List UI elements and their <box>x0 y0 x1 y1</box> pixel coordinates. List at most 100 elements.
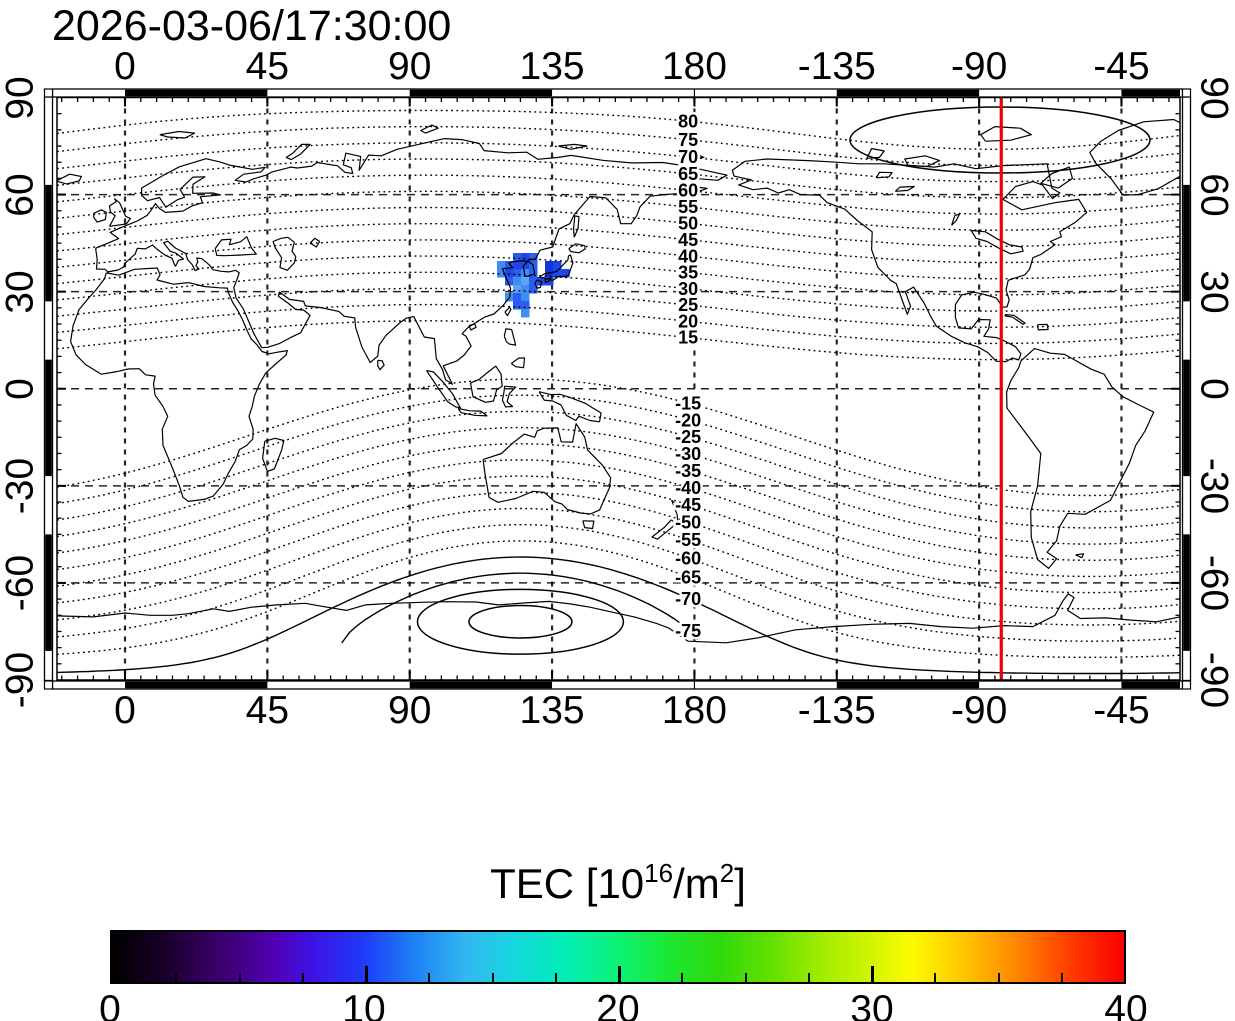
colorbar-title-mid: /m <box>673 860 720 907</box>
top-axis-label-45: 45 <box>245 45 290 88</box>
colorbar-minor-tick <box>681 973 684 982</box>
colorbar-label-0: 0 <box>99 988 121 1021</box>
right-axis-label--30: -30 <box>1192 457 1235 515</box>
inclination-contours <box>57 109 1180 675</box>
colorbar-minor-tick <box>744 973 747 982</box>
right-axis-label-30: 30 <box>1192 269 1235 314</box>
colorbar-minor-tick <box>175 973 178 982</box>
contour-label: 25 <box>678 295 698 315</box>
south-pole-ring-contour <box>416 588 625 655</box>
contour-label: -70 <box>675 589 701 609</box>
left-axis-label-30: 30 <box>0 269 42 314</box>
contour-label: -65 <box>675 568 701 588</box>
contour-label: 80 <box>678 111 698 131</box>
bottom-axis-label--135: -135 <box>797 689 876 732</box>
top-axis-label-90: 90 <box>388 45 432 88</box>
left-axis-label--60: -60 <box>0 554 42 612</box>
zebra-corner <box>1181 88 1192 98</box>
right-axis-label-90: 90 <box>1192 75 1235 120</box>
colorbar-label-30: 30 <box>850 988 894 1021</box>
bottom-axis-label--45: -45 <box>1093 689 1150 732</box>
colorbar-major-tick <box>871 966 874 982</box>
contour-label: -25 <box>675 427 701 447</box>
colorbar-minor-tick <box>934 973 937 982</box>
colorbar-minor-tick <box>554 973 557 982</box>
bottom-axis-label-135: 135 <box>519 689 585 732</box>
contour-label: -30 <box>675 444 701 464</box>
bottom-axis-label-45: 45 <box>245 689 290 732</box>
left-axis-label--90: -90 <box>0 651 42 709</box>
zebra-corner <box>43 680 54 690</box>
contour-label: -40 <box>675 478 701 498</box>
colorbar-title-text: TEC [10 <box>490 860 645 907</box>
contour-label: 15 <box>678 328 698 348</box>
right-axis-label-60: 60 <box>1192 172 1235 217</box>
contour-label: -20 <box>675 410 701 430</box>
right-axis-label--60: -60 <box>1192 554 1235 612</box>
top-axis-label-135: 135 <box>519 45 585 88</box>
zebra-corner <box>1181 680 1192 690</box>
contour-label: 50 <box>678 214 698 234</box>
bottom-axis-label--90: -90 <box>950 689 1008 732</box>
contour-label: -75 <box>675 621 701 641</box>
contour-label: 35 <box>678 263 698 283</box>
plot-title: 2026-03-06/17:30:00 <box>52 2 452 50</box>
world-coastlines <box>57 118 1180 644</box>
colorbar-label-40: 40 <box>1104 988 1148 1021</box>
colorbar-minor-tick <box>301 973 304 982</box>
contour-label: -45 <box>675 495 701 515</box>
plot-frame <box>56 96 1181 681</box>
colorbar-label-20: 20 <box>596 988 640 1021</box>
colorbar-major-tick <box>618 966 621 982</box>
grid-lines <box>57 97 1180 680</box>
colorbar-minor-tick <box>807 973 810 982</box>
colorbar-gradient <box>110 930 1126 984</box>
colorbar-minor-tick <box>997 973 1000 982</box>
top-axis-label--45: -45 <box>1093 45 1150 88</box>
contour-label: 30 <box>678 279 698 299</box>
left-axis-label--30: -30 <box>0 457 42 515</box>
contour-label: -15 <box>675 394 701 414</box>
tec-observation-patch <box>497 253 570 318</box>
right-axis-label--90: -90 <box>1192 651 1235 709</box>
contour-label: 55 <box>678 197 698 217</box>
top-axis-label-0: 0 <box>114 45 136 88</box>
colorbar-minor-tick <box>491 973 494 982</box>
bottom-axis-label-180: 180 <box>661 689 727 732</box>
contour-label: -55 <box>675 530 701 550</box>
bottom-axis-label-90: 90 <box>388 689 432 732</box>
colorbar-title-close: ] <box>734 860 746 907</box>
contour-label: -35 <box>675 461 701 481</box>
left-axis-label-0: 0 <box>0 377 42 400</box>
colorbar-minor-tick <box>238 973 241 982</box>
left-axis-label-60: 60 <box>0 172 42 217</box>
top-axis-label--135: -135 <box>797 45 876 88</box>
zebra-corner <box>43 88 54 98</box>
colorbar-title-sup2: 2 <box>719 858 735 888</box>
top-axis-label-180: 180 <box>661 45 727 88</box>
contour-label: 60 <box>678 181 698 201</box>
contour-label: -60 <box>675 548 701 568</box>
colorbar-minor-tick <box>1060 973 1063 982</box>
left-axis-label-90: 90 <box>0 75 42 120</box>
colorbar-major-tick <box>365 966 368 982</box>
contour-label: 70 <box>678 147 698 167</box>
south-pole-inner-ring-contour <box>468 604 573 639</box>
colorbar-label-10: 10 <box>342 988 386 1021</box>
contour-label: 65 <box>678 164 698 184</box>
colorbar-minor-tick <box>428 973 431 982</box>
colorbar-title: TEC [1016/m2] <box>110 858 1126 908</box>
contour-label: 75 <box>678 130 698 150</box>
contour-label: -50 <box>675 512 701 532</box>
contour-label: 20 <box>678 311 698 331</box>
contour-label: 45 <box>678 230 698 250</box>
contour-label: 40 <box>678 246 698 266</box>
right-axis-label-0: 0 <box>1192 377 1235 400</box>
bottom-axis-label-0: 0 <box>114 689 136 732</box>
top-axis-label--90: -90 <box>950 45 1008 88</box>
colorbar-title-sup16: 16 <box>644 858 674 888</box>
